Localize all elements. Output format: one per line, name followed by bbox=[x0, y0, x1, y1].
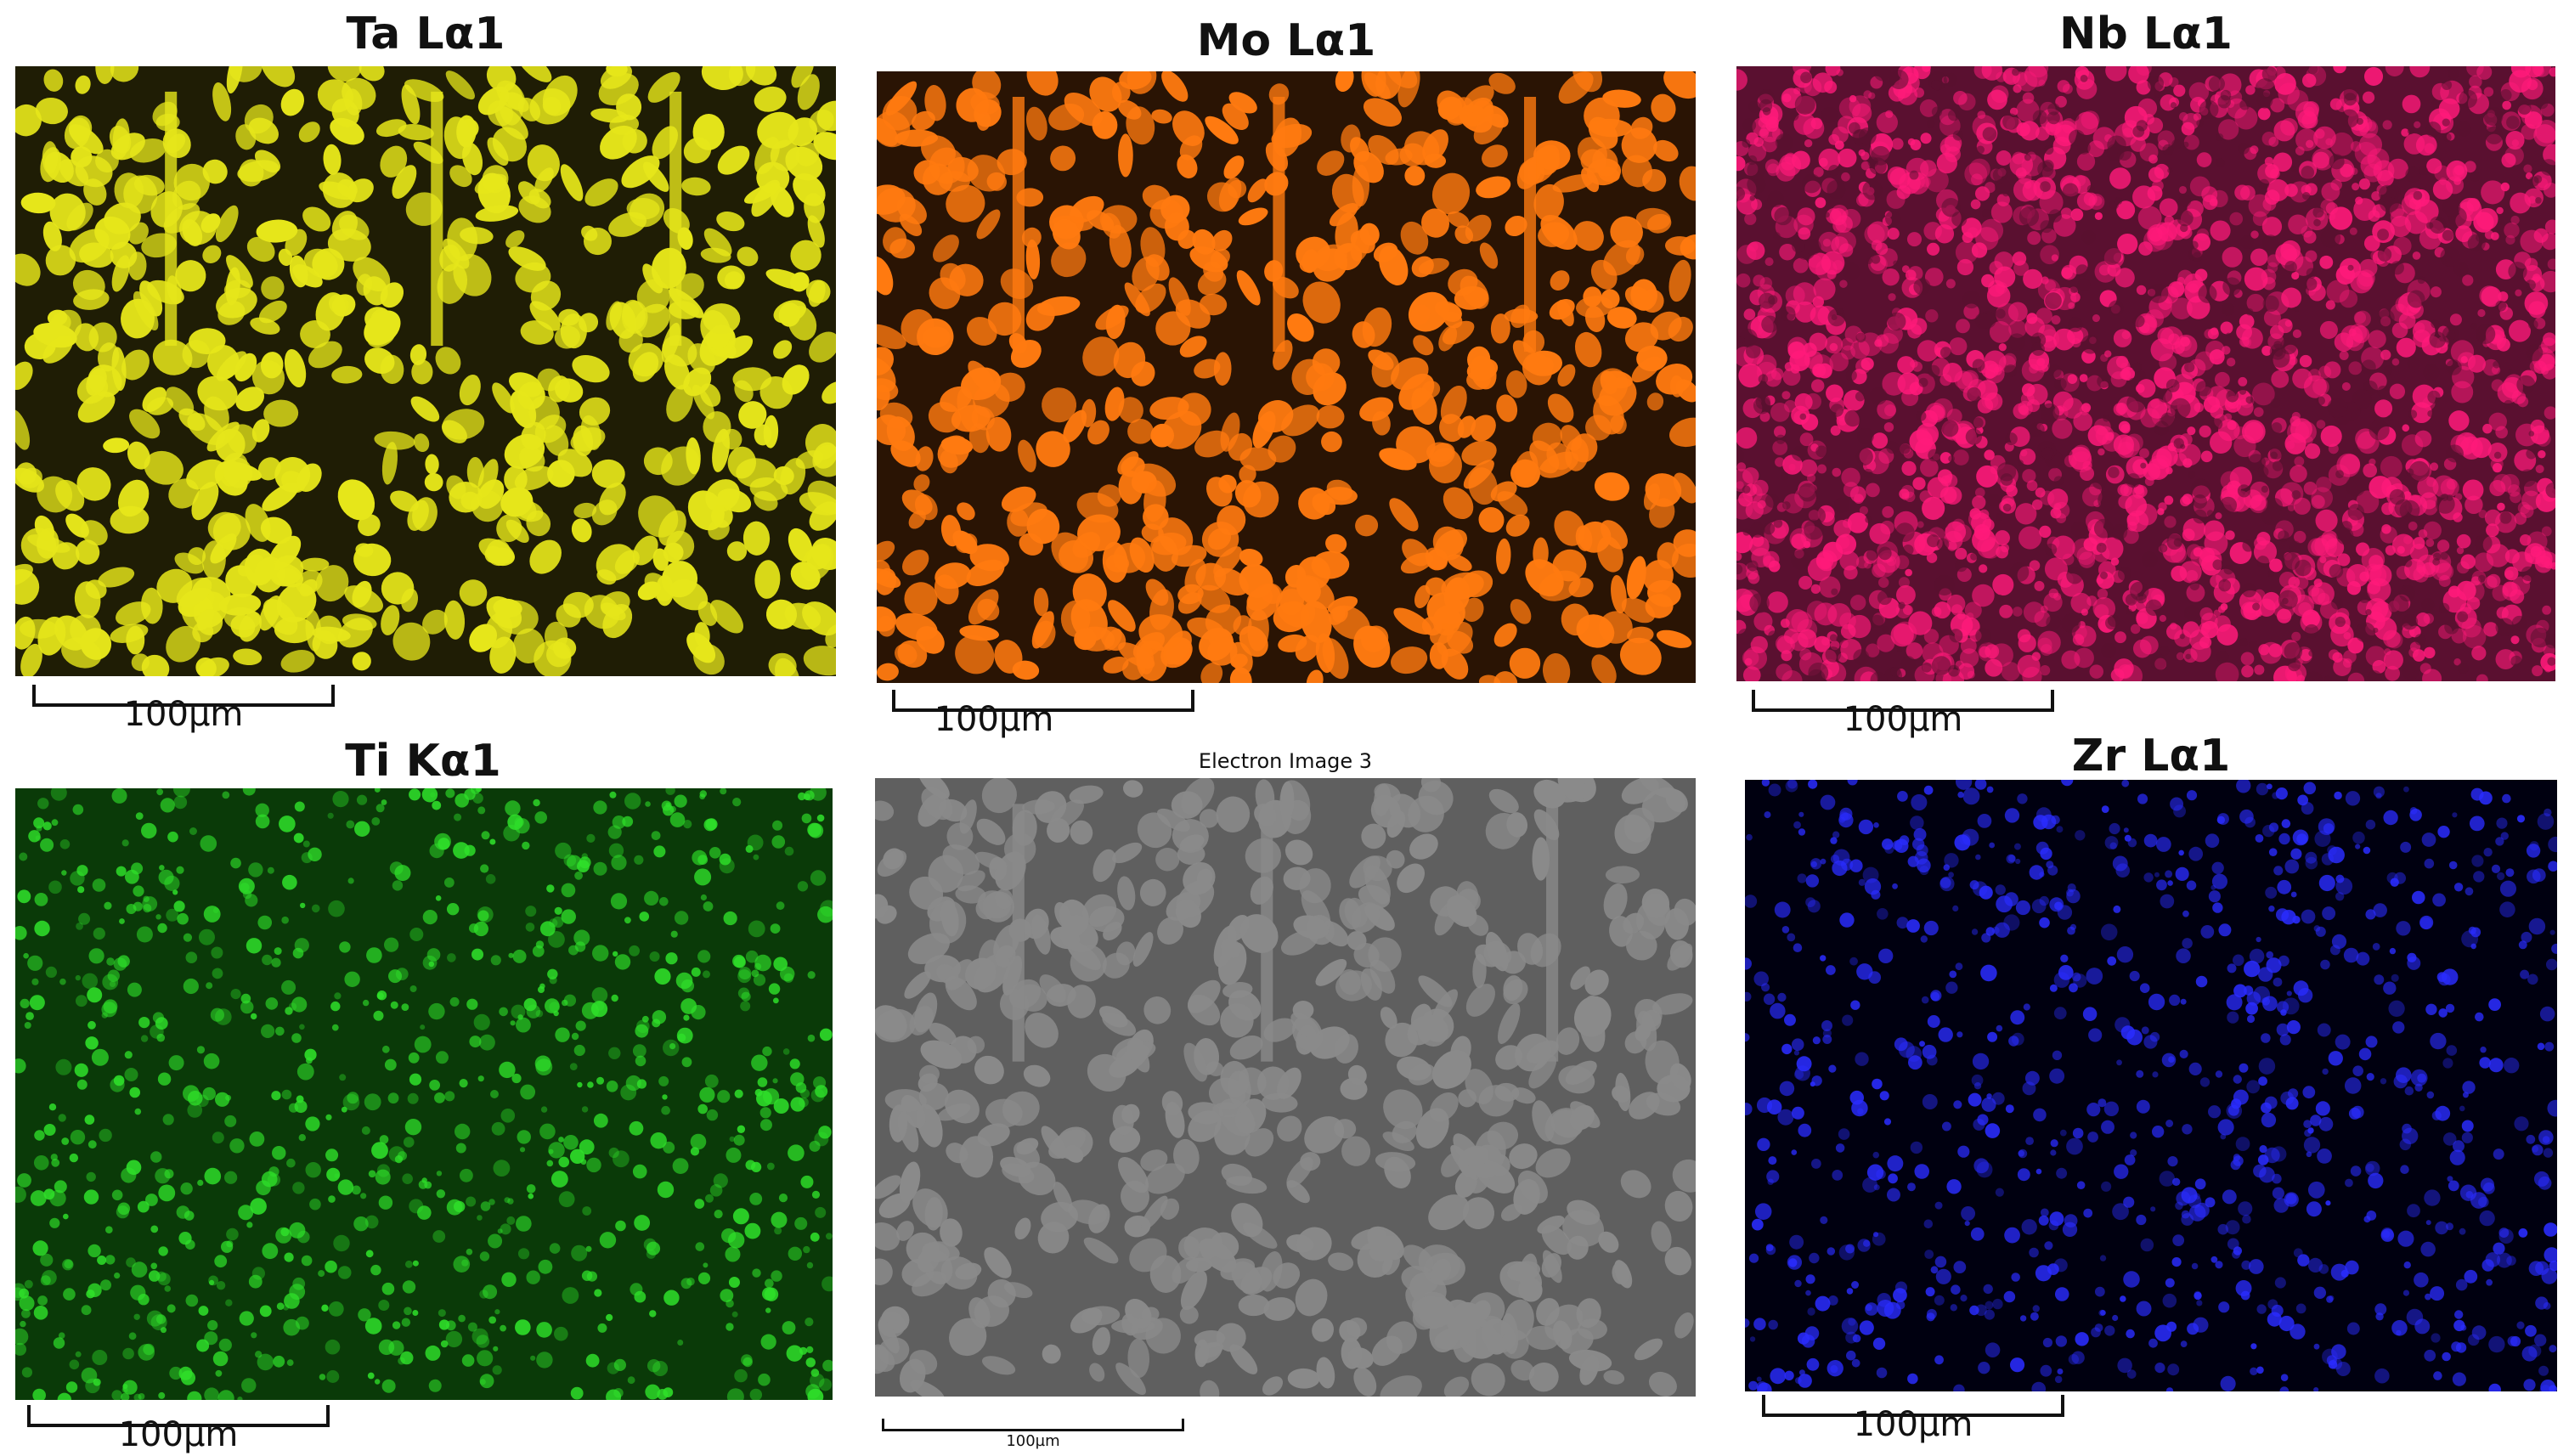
mo-scale-bar bbox=[892, 690, 1194, 712]
electron-image bbox=[875, 778, 1696, 1397]
nb-scale-bar bbox=[1752, 690, 2054, 712]
zr-scale-label: 100µm bbox=[1853, 1405, 1973, 1444]
ta-scale-label: 100µm bbox=[123, 695, 244, 734]
ti-map-panel: Ti Kα1 100µm bbox=[15, 731, 833, 1456]
mo-map-title: Mo Lα1 bbox=[1196, 15, 1376, 66]
mo-elemental-map bbox=[877, 71, 1696, 683]
nb-map-panel: Nb Lα1 100µm bbox=[1736, 0, 2555, 739]
ta-elemental-map bbox=[15, 66, 836, 676]
mo-scale-label: 100µm bbox=[934, 700, 1054, 739]
mo-map-panel: Mo Lα1 100µm bbox=[877, 0, 1696, 739]
nb-scale-label: 100µm bbox=[1843, 700, 1963, 739]
nb-elemental-map bbox=[1736, 66, 2555, 681]
zr-map-title: Zr Lα1 bbox=[2071, 731, 2231, 782]
ta-map-panel: Ta Lα1 100µm bbox=[15, 0, 836, 734]
electron-image-panel: Electron Image 3 100µm bbox=[875, 731, 1696, 1456]
electron-scale-bar bbox=[882, 1419, 1184, 1431]
electron-scale-label: 100µm bbox=[1006, 1432, 1060, 1450]
ti-scale-bar bbox=[27, 1405, 330, 1427]
zr-elemental-map bbox=[1745, 780, 2557, 1391]
ti-elemental-map bbox=[15, 788, 833, 1400]
ta-map-title: Ta Lα1 bbox=[346, 8, 505, 59]
zr-map-panel: Zr Lα1 100µm bbox=[1745, 731, 2557, 1456]
ti-map-title: Ti Kα1 bbox=[345, 736, 501, 787]
ta-scale-bar bbox=[32, 685, 335, 707]
electron-image-title: Electron Image 3 bbox=[1198, 749, 1373, 773]
ti-scale-label: 100µm bbox=[118, 1415, 239, 1454]
nb-map-title: Nb Lα1 bbox=[2059, 8, 2233, 59]
zr-scale-bar bbox=[1762, 1395, 2064, 1417]
